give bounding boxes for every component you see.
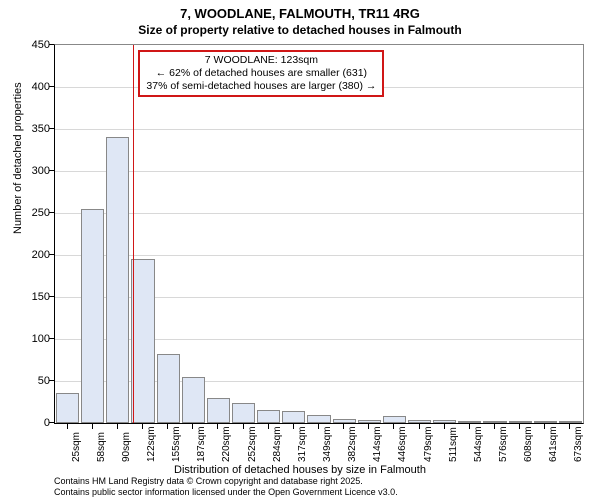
y-tick-mark (49, 338, 54, 339)
y-tick-mark (49, 86, 54, 87)
y-tick-mark (49, 296, 54, 297)
x-tick-label: 479sqm (423, 426, 434, 462)
histogram-bar (408, 420, 431, 423)
x-tick-label: 25sqm (71, 432, 82, 462)
histogram-bar (433, 420, 456, 423)
y-tick-label: 0 (10, 417, 50, 429)
property-callout: 7 WOODLANE: 123sqm← 62% of detached hous… (138, 50, 384, 97)
y-tick-label: 200 (10, 249, 50, 261)
histogram-bar (458, 421, 481, 423)
x-tick-label: 641sqm (548, 426, 559, 462)
footer-attribution: Contains HM Land Registry data © Crown c… (54, 476, 398, 498)
histogram-bar (106, 137, 129, 423)
y-tick-label: 450 (10, 39, 50, 51)
histogram-bar (282, 411, 305, 423)
x-tick-label: 284sqm (272, 426, 283, 462)
y-tick-mark (49, 422, 54, 423)
histogram-bar (383, 416, 406, 423)
y-tick-mark (49, 380, 54, 381)
y-tick-label: 250 (10, 207, 50, 219)
x-tick-label: 122sqm (146, 426, 157, 462)
histogram-bar (534, 421, 557, 423)
x-tick-label: 511sqm (448, 427, 459, 462)
footer-line-2: Contains public sector information licen… (54, 487, 398, 498)
x-tick-mark (469, 424, 470, 429)
histogram-bar (483, 421, 506, 423)
x-tick-mark (268, 424, 269, 429)
plot-area (54, 44, 584, 424)
y-tick-label: 350 (10, 123, 50, 135)
x-tick-mark (393, 424, 394, 429)
histogram-bar (81, 209, 104, 423)
x-tick-label: 446sqm (397, 426, 408, 462)
histogram-bar (559, 421, 582, 423)
y-tick-label: 150 (10, 291, 50, 303)
x-tick-mark (217, 424, 218, 429)
histogram-bar (358, 420, 381, 423)
y-tick-label: 400 (10, 81, 50, 93)
x-tick-label: 673sqm (573, 426, 584, 462)
callout-line: 37% of semi-detached houses are larger (… (146, 80, 376, 93)
histogram-bar (207, 398, 230, 423)
x-tick-label: 252sqm (247, 426, 258, 462)
x-tick-mark (368, 424, 369, 429)
x-tick-label: 155sqm (171, 426, 182, 462)
x-tick-mark (243, 424, 244, 429)
x-tick-mark (569, 424, 570, 429)
chart-subtitle: Size of property relative to detached ho… (0, 21, 600, 37)
x-tick-mark (519, 424, 520, 429)
histogram-bar (157, 354, 180, 423)
x-tick-mark (92, 424, 93, 429)
histogram-bar (257, 410, 280, 423)
x-tick-mark (444, 424, 445, 429)
x-tick-mark (117, 424, 118, 429)
x-tick-label: 414sqm (372, 426, 383, 462)
histogram-bar (333, 419, 356, 423)
x-tick-mark (167, 424, 168, 429)
x-axis-label: Distribution of detached houses by size … (0, 464, 600, 476)
x-tick-mark (293, 424, 294, 429)
x-tick-label: 90sqm (121, 432, 132, 462)
histogram-bar (182, 377, 205, 423)
x-tick-mark (67, 424, 68, 429)
x-tick-mark (343, 424, 344, 429)
x-tick-label: 220sqm (221, 426, 232, 462)
footer-line-1: Contains HM Land Registry data © Crown c… (54, 476, 398, 487)
y-tick-mark (49, 44, 54, 45)
chart-title: 7, WOODLANE, FALMOUTH, TR11 4RG (0, 0, 600, 21)
histogram-bar (509, 421, 532, 423)
x-tick-label: 58sqm (96, 432, 107, 462)
y-tick-label: 100 (10, 333, 50, 345)
x-tick-mark (419, 424, 420, 429)
y-tick-mark (49, 254, 54, 255)
callout-line: 7 WOODLANE: 123sqm (146, 54, 376, 67)
histogram-bar (56, 393, 79, 423)
histogram-bar (131, 259, 154, 423)
histogram-bar (307, 415, 330, 423)
x-tick-mark (192, 424, 193, 429)
x-tick-mark (142, 424, 143, 429)
x-tick-label: 608sqm (523, 426, 534, 462)
x-tick-mark (494, 424, 495, 429)
x-tick-mark (318, 424, 319, 429)
x-tick-label: 187sqm (196, 426, 207, 462)
marker-line (133, 45, 134, 423)
y-tick-label: 300 (10, 165, 50, 177)
x-tick-label: 349sqm (322, 426, 333, 462)
callout-line: ← 62% of detached houses are smaller (63… (146, 67, 376, 80)
histogram-bar (232, 403, 255, 423)
y-tick-mark (49, 170, 54, 171)
y-tick-mark (49, 212, 54, 213)
x-tick-label: 576sqm (498, 426, 509, 462)
x-tick-label: 544sqm (473, 426, 484, 462)
y-tick-mark (49, 128, 54, 129)
x-tick-label: 382sqm (347, 426, 358, 462)
y-tick-label: 50 (10, 375, 50, 387)
x-tick-label: 317sqm (297, 426, 308, 462)
x-tick-mark (544, 424, 545, 429)
